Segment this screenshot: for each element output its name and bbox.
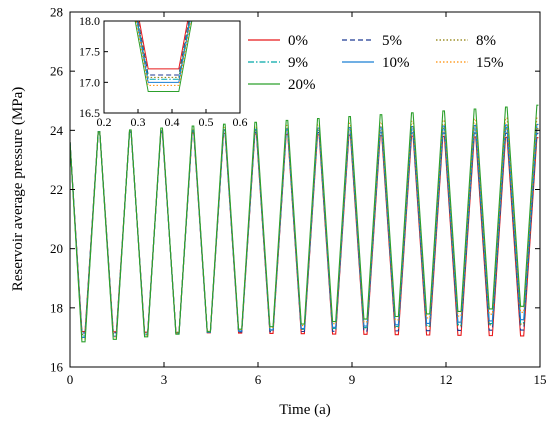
x-tick-label: 15 <box>534 372 547 387</box>
y-tick-label: 20 <box>50 241 63 256</box>
inset-chart: 0.2 0.3 0.4 0.5 0.6 16.5 17.0 17.5 18.0 <box>79 14 248 129</box>
x-axis-label: Time (a) <box>279 402 331 418</box>
inset-x-tick-label: 0.5 <box>199 115 214 129</box>
legend-label-3: 9% <box>288 55 308 71</box>
legend: 0% 5% 8% 9% 10% 15% 20% <box>248 33 504 93</box>
inset-series-line-5 <box>135 21 192 86</box>
inset-y-tick-label: 16.5 <box>79 106 100 120</box>
y-tick-label: 22 <box>50 182 63 197</box>
inset-x-tick-label: 0.4 <box>165 115 180 129</box>
legend-label-1: 5% <box>382 33 402 49</box>
inset-series-line-6 <box>134 21 193 93</box>
y-tick-label: 26 <box>50 64 64 79</box>
x-tick-label: 0 <box>67 372 74 387</box>
x-tick-label: 9 <box>349 372 356 387</box>
y-tick-label: 24 <box>50 123 64 138</box>
x-tick-label: 12 <box>440 372 453 387</box>
x-tick-label: 6 <box>255 372 262 387</box>
inset-y-tick-label: 17.0 <box>79 75 100 89</box>
inset-series-layer <box>134 21 193 93</box>
y-tick-label: 28 <box>50 5 63 20</box>
inset-background <box>104 21 240 113</box>
axes-layer: 0 3 6 9 12 15 16 18 20 22 24 26 28 <box>50 5 547 388</box>
legend-label-0: 0% <box>288 33 308 49</box>
y-tick-label: 18 <box>50 300 63 315</box>
legend-label-2: 8% <box>476 33 496 49</box>
legend-label-4: 10% <box>382 55 410 71</box>
y-tick-label: 16 <box>50 360 64 375</box>
legend-label-6: 20% <box>288 77 316 93</box>
y-axis-label: Reservoir average pressure (MPa) <box>10 87 26 292</box>
series-line-6 <box>70 104 539 343</box>
inset-series-line-0 <box>138 21 189 70</box>
inset-x-tick-label: 0.6 <box>233 115 248 129</box>
series-line-3 <box>70 126 539 337</box>
inset-series-line-4 <box>136 21 191 83</box>
series-layer <box>70 104 539 343</box>
legend-label-5: 15% <box>476 55 504 71</box>
inset-y-tick-label: 17.5 <box>79 45 100 59</box>
x-tick-label: 3 <box>161 372 168 387</box>
inset-series-line-3 <box>136 21 191 80</box>
inset-x-tick-label: 0.3 <box>131 115 146 129</box>
inset-x-tick-label: 0.2 <box>97 115 112 129</box>
inset-y-tick-label: 18.0 <box>79 14 100 28</box>
